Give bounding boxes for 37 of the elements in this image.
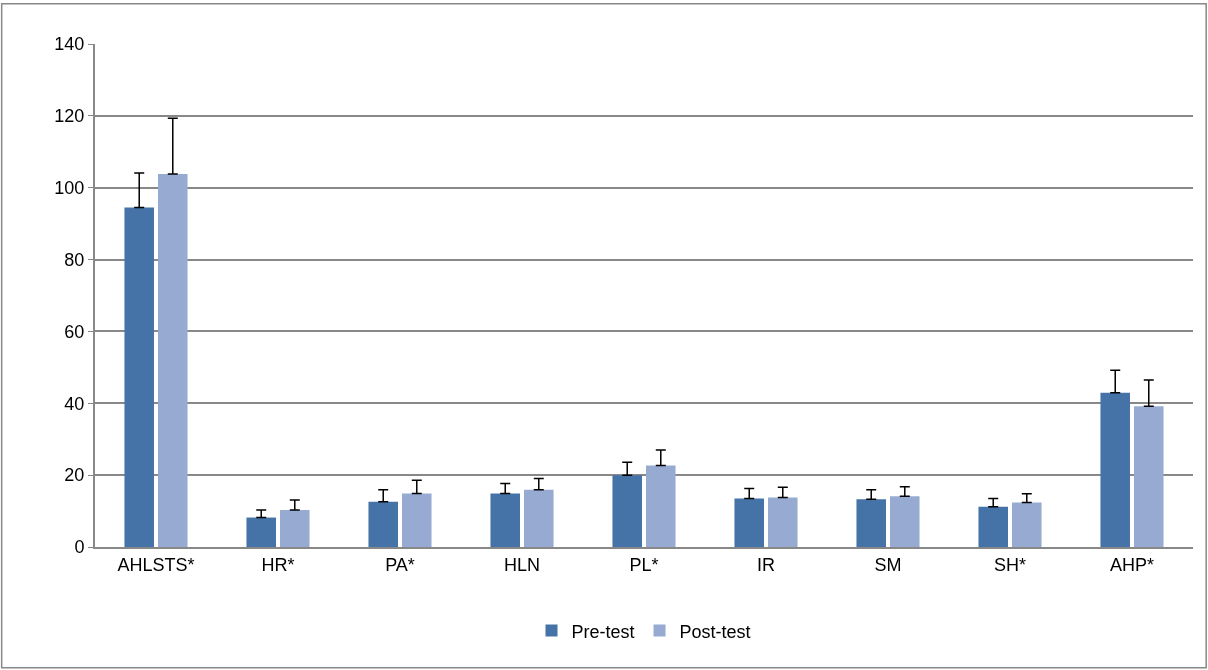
x-tick-label: IR bbox=[757, 554, 775, 575]
bar bbox=[490, 493, 520, 547]
x-tick-label: SH* bbox=[993, 554, 1027, 575]
x-tick-label: PL* bbox=[629, 554, 659, 575]
bar bbox=[734, 498, 764, 547]
bar bbox=[856, 499, 886, 547]
legend-label: Post-test bbox=[679, 621, 751, 642]
x-tick-label: HR* bbox=[261, 554, 295, 575]
x-tick-label: AHLSTS* bbox=[117, 554, 195, 575]
x-tick-label: PA* bbox=[385, 554, 415, 575]
bar bbox=[280, 509, 310, 547]
bar bbox=[978, 506, 1008, 547]
bar bbox=[124, 207, 154, 547]
y-tick-label: 120 bbox=[54, 106, 85, 127]
bar bbox=[612, 475, 642, 547]
y-tick-label: 0 bbox=[74, 537, 85, 558]
bar bbox=[368, 501, 398, 547]
bar bbox=[768, 497, 798, 547]
x-tick-label: HLN bbox=[503, 554, 541, 575]
x-tick-label: AHP* bbox=[1109, 554, 1155, 575]
bar bbox=[646, 465, 676, 547]
bar bbox=[1012, 502, 1042, 547]
y-tick-label: 80 bbox=[64, 249, 85, 270]
y-tick-label: 60 bbox=[64, 321, 85, 342]
legend-label: Pre-test bbox=[571, 621, 635, 642]
bar bbox=[402, 493, 432, 547]
bar bbox=[1100, 392, 1130, 547]
y-tick-label: 140 bbox=[54, 34, 85, 55]
bar bbox=[890, 496, 920, 547]
y-tick-label: 20 bbox=[64, 465, 85, 486]
x-tick-label: SM bbox=[874, 554, 902, 575]
bar bbox=[246, 517, 276, 547]
bar bbox=[158, 174, 188, 547]
y-tick-label: 40 bbox=[64, 393, 85, 414]
bar bbox=[524, 489, 554, 547]
bar bbox=[1134, 406, 1164, 547]
y-tick-label: 100 bbox=[54, 178, 85, 199]
